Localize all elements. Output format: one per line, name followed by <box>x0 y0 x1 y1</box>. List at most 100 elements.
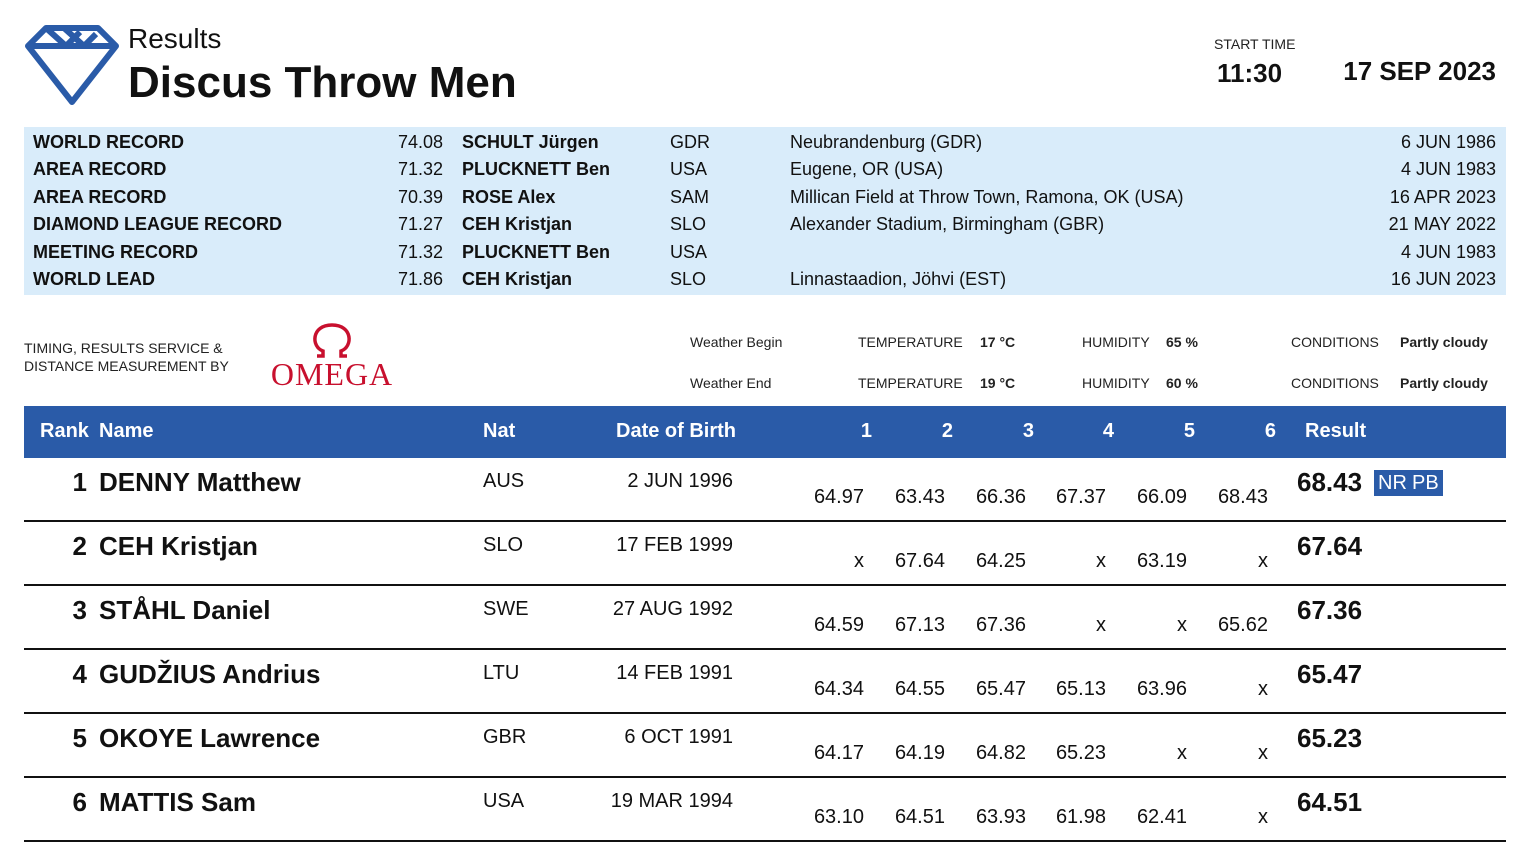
weather-begin-label: Weather Begin <box>690 334 783 350</box>
humidity-value: 60 % <box>1166 375 1198 391</box>
result-cell: 67.36 <box>1297 595 1363 625</box>
header-result: Result <box>1305 420 1367 442</box>
record-nation: USA <box>670 241 708 262</box>
start-time-label: START TIME <box>1214 36 1296 52</box>
rank-cell: 5 <box>72 723 87 753</box>
table-row: 5 OKOYE Lawrence GBR 6 OCT 1991 64.17 64… <box>24 714 1506 778</box>
dob-cell: 17 FEB 1999 <box>616 534 733 556</box>
athlete-name: GUDŽIUS Andrius <box>99 659 321 689</box>
rank-cell: 1 <box>72 467 87 497</box>
header-attempt-1: 1 <box>860 420 872 442</box>
record-type: AREA RECORD <box>33 186 167 207</box>
record-nation: SLO <box>670 268 707 289</box>
athlete-name: OKOYE Lawrence <box>99 723 321 753</box>
record-mark: 71.32 <box>397 159 443 180</box>
attempt-cell: 63.43 <box>894 486 945 508</box>
record-date: 4 JUN 1983 <box>1400 159 1496 180</box>
record-athlete: PLUCKNETT Ben <box>462 159 610 180</box>
attempt-cell: x <box>1258 742 1268 764</box>
record-type: WORLD RECORD <box>33 132 184 152</box>
weather-end-label: Weather End <box>690 375 772 391</box>
record-athlete: SCHULT Jürgen <box>462 132 599 152</box>
dob-cell: 6 OCT 1991 <box>624 726 733 748</box>
header-rank: Rank <box>40 420 89 442</box>
temperature-label: TEMPERATURE <box>858 375 963 391</box>
nation-cell: GBR <box>483 726 527 748</box>
temperature-label: TEMPERATURE <box>858 334 963 350</box>
athlete-name: MATTIS Sam <box>99 787 256 817</box>
table-row: 2 CEH Kristjan SLO 17 FEB 1999 x 67.64 6… <box>24 522 1506 586</box>
table-row: 1 DENNY Matthew AUS 2 JUN 1996 64.97 63.… <box>24 458 1506 522</box>
record-row: AREA RECORD 71.32 PLUCKNETT Ben USA Euge… <box>24 156 1506 183</box>
attempt-cell: x <box>1258 550 1268 572</box>
weather-begin-row: Weather Begin TEMPERATURE 17 °C HUMIDITY… <box>690 334 1490 354</box>
record-row: WORLD RECORD 74.08 SCHULT Jürgen GDR Neu… <box>24 129 1506 156</box>
dob-cell: 27 AUG 1992 <box>612 598 733 620</box>
record-venue: Millican Field at Throw Town, Ramona, OK… <box>790 186 1184 207</box>
attempt-cell: 63.19 <box>1136 550 1187 572</box>
record-type: DIAMOND LEAGUE RECORD <box>33 214 283 235</box>
pb-badge: PB <box>1408 470 1443 496</box>
rank-cell: 6 <box>72 787 87 817</box>
conditions-value: Partly cloudy <box>1400 375 1488 391</box>
attempt-cell: 64.97 <box>813 486 864 508</box>
record-date: 21 MAY 2022 <box>1388 214 1496 235</box>
record-nation: USA <box>670 159 708 180</box>
attempt-cell: 67.37 <box>1055 486 1106 508</box>
rank-cell: 2 <box>72 531 87 561</box>
record-venue: Alexander Stadium, Birmingham (GBR) <box>790 214 1105 235</box>
attempt-cell: 66.36 <box>975 486 1026 508</box>
omega-wordmark: OMEGA <box>270 356 394 392</box>
attempt-cell: 65.13 <box>1055 678 1106 700</box>
attempt-cell: 64.82 <box>975 742 1026 764</box>
table-row: 3 STÅHL Daniel SWE 27 AUG 1992 64.59 67.… <box>24 586 1506 650</box>
header-attempt-6: 6 <box>1264 420 1276 442</box>
attempt-cell: 67.64 <box>894 550 945 572</box>
header-date-of-birth: Date of Birth <box>616 420 736 442</box>
record-athlete: CEH Kristjan <box>462 268 573 289</box>
record-venue: Linnastaadion, Jöhvi (EST) <box>790 268 1007 289</box>
rank-cell: 4 <box>72 659 87 689</box>
attempt-cell: x <box>1258 678 1268 700</box>
attempt-cell: 64.55 <box>894 678 945 700</box>
event-date: 17 SEP 2023 <box>1343 56 1496 86</box>
dob-cell: 14 FEB 1991 <box>616 662 733 684</box>
record-date: 16 JUN 2023 <box>1390 268 1496 289</box>
attempt-cell: 65.23 <box>1055 742 1106 764</box>
record-row: DIAMOND LEAGUE RECORD 71.27 CEH Kristjan… <box>24 211 1506 238</box>
attempt-cell: x <box>1177 742 1187 764</box>
attempt-cell: 67.36 <box>975 614 1026 636</box>
conditions-value: Partly cloudy <box>1400 334 1488 350</box>
record-mark: 74.08 <box>397 132 443 152</box>
record-type: MEETING RECORD <box>33 241 199 262</box>
result-cell: 67.64 <box>1297 531 1363 561</box>
result-cell: 68.43 <box>1297 467 1363 497</box>
page-subtitle: Results <box>128 23 222 54</box>
header-attempt-3: 3 <box>1022 420 1034 442</box>
attempt-cell: 67.13 <box>894 614 945 636</box>
start-time-value: 11:30 <box>1217 58 1283 88</box>
result-cell: 64.51 <box>1297 787 1363 817</box>
page-header: Results Discus Throw Men START TIME 11:3… <box>24 20 1506 110</box>
record-row: WORLD LEAD 71.86 CEH Kristjan SLO Linnas… <box>24 266 1506 293</box>
record-row: MEETING RECORD 71.32 PLUCKNETT Ben USA 4… <box>24 239 1506 266</box>
record-nation: SLO <box>670 214 707 235</box>
record-date: 6 JUN 1986 <box>1400 132 1496 152</box>
attempt-cell: 65.47 <box>975 678 1026 700</box>
table-row: 4 GUDŽIUS Andrius LTU 14 FEB 1991 64.34 … <box>24 650 1506 714</box>
nation-cell: SLO <box>483 534 524 556</box>
dob-cell: 2 JUN 1996 <box>627 470 733 492</box>
diamond-league-logo-icon <box>25 25 119 105</box>
humidity-label: HUMIDITY <box>1082 334 1150 350</box>
attempt-cell: 64.17 <box>813 742 864 764</box>
record-mark: 71.27 <box>397 214 443 235</box>
attempt-cell: 64.34 <box>813 678 864 700</box>
record-nation: SAM <box>670 186 710 207</box>
attempt-cell: 65.62 <box>1217 614 1268 636</box>
attempt-cell: 66.09 <box>1136 486 1187 508</box>
attempt-cell: 63.10 <box>813 806 864 828</box>
records-panel: WORLD RECORD 74.08 SCHULT Jürgen GDR Neu… <box>24 127 1506 295</box>
record-row: AREA RECORD 70.39 ROSE Alex SAM Millican… <box>24 184 1506 211</box>
page-title: Discus Throw Men <box>128 58 517 107</box>
weather-end-row: Weather End TEMPERATURE 19 °C HUMIDITY 6… <box>690 375 1490 395</box>
